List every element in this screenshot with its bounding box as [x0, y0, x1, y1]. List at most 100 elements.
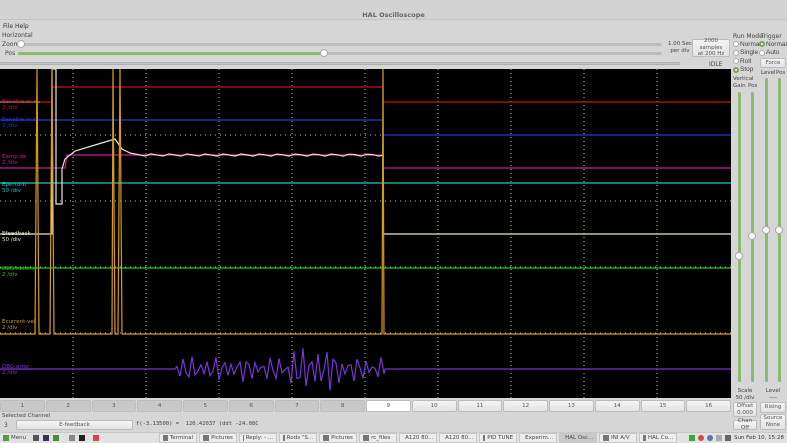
- channel-button-5[interactable]: 5: [183, 400, 228, 412]
- taskbar-item[interactable]: INI A/V: [599, 433, 638, 443]
- channel-button-16[interactable]: 16: [686, 400, 731, 412]
- selected-channel-name-button[interactable]: E-feedback: [16, 420, 133, 430]
- zoom-slider[interactable]: [17, 40, 662, 48]
- status-text: IDLE: [709, 61, 723, 68]
- slider-knob[interactable]: [775, 226, 783, 234]
- offset-label: Offset: [736, 402, 754, 409]
- slider-knob[interactable]: [748, 232, 756, 240]
- tray-app-icon[interactable]: [688, 435, 695, 441]
- trigger-normal[interactable]: Normal: [759, 40, 787, 49]
- zoom-label: Zoom: [2, 41, 20, 48]
- run-mode-roll[interactable]: Roll: [733, 57, 761, 66]
- menu-help[interactable]: Help: [15, 23, 29, 30]
- taskbar-item[interactable]: Reply: - ...: [239, 433, 278, 443]
- taskbar-item-label: HAL Osc...: [565, 435, 594, 441]
- volume-icon[interactable]: [724, 435, 731, 441]
- taskbar-item[interactable]: Rods "S...: [279, 433, 318, 443]
- taskbar-item[interactable]: HAL Osc...: [559, 433, 598, 443]
- taskbar-item[interactable]: Pictures: [319, 433, 358, 443]
- channel-label[interactable]: DBG:error 2 /div: [2, 364, 29, 377]
- channel-name: Eenable-in-b: [2, 117, 37, 123]
- taskbar-item[interactable]: Experim...: [519, 433, 558, 443]
- trigger-label: Trigger: [761, 33, 782, 40]
- chan-off-button[interactable]: Chan Off: [733, 418, 757, 431]
- trace-dbg-error: [0, 348, 731, 391]
- launcher-terminal-icon[interactable]: [79, 435, 86, 441]
- channel-button-9[interactable]: 9: [366, 400, 411, 412]
- trigger-level-slider[interactable]: [762, 78, 770, 382]
- trigger-source-button[interactable]: Source None: [760, 414, 786, 430]
- gain-slider[interactable]: [735, 92, 743, 382]
- taskbar-item[interactable]: Terminal: [159, 433, 198, 443]
- channel-button-11[interactable]: 11: [457, 400, 503, 412]
- channel-label[interactable]: Efeedback 50 /div: [2, 231, 31, 244]
- channel-button-7[interactable]: 7: [274, 400, 320, 412]
- acquire-settings-button[interactable]: 2000 samples at 200 Hz: [692, 38, 730, 57]
- run-mode-normal[interactable]: Normal: [733, 40, 761, 49]
- slider-knob[interactable]: [735, 252, 743, 260]
- tray-update-icon[interactable]: [706, 435, 713, 441]
- taskbar-item-label: rc_files: [371, 435, 391, 441]
- channel-label[interactable]: Eenable-in-a 2 /div: [2, 99, 36, 112]
- channel-button-15[interactable]: 15: [640, 400, 686, 412]
- trigger-auto[interactable]: Auto: [759, 49, 787, 58]
- channel-label[interactable]: Eamp-ok 2 /div: [2, 154, 26, 167]
- tray-chrome-icon[interactable]: [697, 435, 704, 441]
- channel-name: Efeedback: [2, 231, 31, 237]
- taskbar-item[interactable]: PID TUNE: [479, 433, 518, 443]
- channel-button-10[interactable]: 10: [411, 400, 457, 412]
- clock[interactable]: Sun Feb 10, 15:28: [733, 435, 784, 441]
- channel-button-8[interactable]: 8: [320, 400, 365, 412]
- taskbar-item[interactable]: Pictures: [199, 433, 238, 443]
- force-button[interactable]: Force: [760, 58, 786, 68]
- horizontal-scale: 1.00 Sec per div: [668, 41, 692, 55]
- channel-button-6[interactable]: 6: [228, 400, 274, 412]
- taskbar-item[interactable]: A120 80...: [439, 433, 478, 443]
- window-icon: [203, 435, 210, 441]
- offset-button[interactable]: Offset 0.000: [733, 402, 757, 417]
- pos-slider-knob[interactable]: [320, 49, 328, 57]
- channel-label[interactable]: Ecurrent-vel 2 /div: [2, 319, 35, 332]
- pos-label: Pos: [5, 50, 16, 57]
- trace-efeedback: [0, 69, 731, 235]
- trigger-edge-button[interactable]: Rising: [760, 402, 786, 413]
- vertical-pos-slider[interactable]: [748, 92, 756, 382]
- zoom-slider-knob[interactable]: [17, 40, 25, 48]
- channel-button-12[interactable]: 12: [503, 400, 548, 412]
- launcher-app-icon[interactable]: [43, 435, 50, 441]
- menu-label: Menu: [11, 435, 27, 441]
- channel-button-1[interactable]: 1: [0, 400, 45, 412]
- radio-label: Auto: [766, 49, 780, 57]
- channel-label[interactable]: DBG:holding 2 /div: [2, 266, 36, 279]
- channel-button-4[interactable]: 4: [137, 400, 182, 412]
- launcher-chrome-icon[interactable]: [93, 435, 100, 441]
- vertical-scale: Scale 50 /div: [733, 388, 757, 402]
- network-icon[interactable]: [715, 435, 722, 441]
- launcher-desktop-icon[interactable]: [69, 435, 76, 441]
- taskbar-item[interactable]: HAL Co...: [639, 433, 678, 443]
- channel-label[interactable]: Eperturb 50 /div: [2, 182, 26, 195]
- channel-button-2[interactable]: 2: [45, 400, 91, 412]
- run-mode-stop[interactable]: Stop: [733, 66, 761, 75]
- launcher-tools-icon[interactable]: [33, 435, 40, 441]
- taskbar-item[interactable]: rc_files: [359, 433, 398, 443]
- selected-channel-number: 3: [4, 422, 8, 429]
- launcher-files-icon[interactable]: [53, 435, 60, 441]
- channel-button-14[interactable]: 14: [594, 400, 640, 412]
- run-mode-single[interactable]: Single: [733, 49, 761, 58]
- channel-button-13[interactable]: 13: [549, 400, 594, 412]
- taskbar-item[interactable]: A120 80...: [399, 433, 438, 443]
- slider-knob[interactable]: [762, 226, 770, 234]
- trigger-pos-slider[interactable]: [775, 78, 783, 382]
- level-label: Level: [765, 388, 781, 394]
- window-icon: [243, 435, 244, 441]
- start-menu-button[interactable]: Menu: [0, 433, 29, 443]
- menu-file[interactable]: File: [3, 23, 14, 30]
- pos-slider[interactable]: [18, 49, 662, 57]
- channel-button-3[interactable]: 3: [91, 400, 137, 412]
- taskbar-item-label: Experim...: [525, 435, 554, 441]
- channel-label[interactable]: Eenable-in-b 2 /div: [2, 117, 37, 130]
- window-icon: [483, 435, 486, 441]
- mint-logo-icon: [3, 435, 9, 441]
- scope-display[interactable]: Eenable-in-a 2 /div Eenable-in-b 2 /div Eamp…: [0, 69, 731, 398]
